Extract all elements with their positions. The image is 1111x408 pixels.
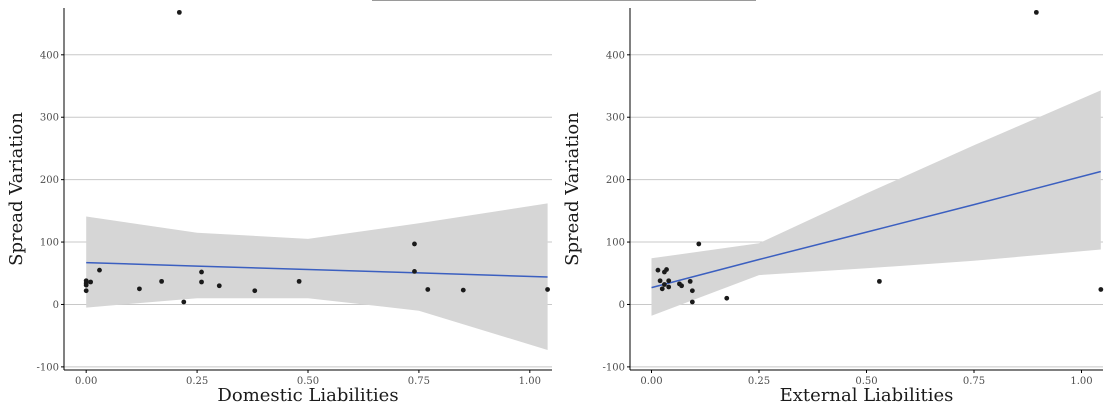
data-point [412, 241, 417, 247]
y-tick-label: 400 [40, 50, 59, 61]
data-point [199, 279, 204, 285]
confidence-ribbon-layer [651, 90, 1101, 316]
y-tick-label: -100 [37, 362, 59, 373]
data-point [252, 288, 258, 294]
x-tick-label: 1.00 [519, 376, 541, 387]
data-point [460, 287, 466, 293]
y-tick-label: 300 [40, 113, 59, 124]
data-point [97, 267, 102, 273]
chart-external-liabilities: -100 0 100 200 300 400 0.00 0.25 0.50 0.75 1.00 Ex… [562, 8, 1104, 406]
point-layer [655, 9, 1104, 305]
fit-line-layer [86, 261, 548, 278]
y-tick-label: 0 [619, 300, 625, 311]
x-tick-label: 0.75 [408, 376, 430, 387]
data-point [689, 288, 695, 294]
data-point [216, 283, 222, 289]
label-layer: -100 0 100 200 300 400 0.00 0.25 0.50 0.75 1.00 [603, 50, 1093, 387]
y-tick-label: 100 [606, 238, 625, 249]
data-point [687, 278, 693, 284]
regression-line [86, 261, 548, 278]
x-tick-label: 0.50 [855, 376, 877, 387]
data-point [689, 299, 695, 305]
data-point [83, 288, 89, 294]
y-tick-label: 200 [40, 175, 59, 186]
x-tick-label: 0.75 [963, 376, 985, 387]
data-point [655, 267, 661, 273]
axis-layer [61, 8, 552, 373]
data-point [877, 278, 882, 284]
data-point [412, 268, 417, 274]
data-point [657, 278, 663, 284]
data-point [662, 282, 667, 287]
y-tick-label: 300 [606, 113, 625, 124]
data-point [659, 286, 665, 292]
x-tick-label: 0.25 [186, 376, 208, 387]
fit-line-layer [651, 170, 1101, 289]
point-layer [83, 9, 550, 305]
data-point [545, 287, 550, 292]
data-point [664, 267, 669, 272]
data-point [666, 278, 672, 284]
y-tick-label: 200 [606, 175, 625, 186]
x-axis-title: External Liabilities [780, 385, 954, 406]
data-point [696, 241, 702, 247]
data-point [199, 269, 204, 275]
confidence-band [86, 203, 548, 350]
confidence-band [651, 90, 1101, 316]
data-point [679, 283, 684, 289]
data-point [181, 299, 187, 305]
y-tick-label: 0 [53, 300, 59, 311]
top-divider-line [372, 0, 756, 1]
y-tick-label: 100 [40, 238, 59, 249]
data-point [159, 278, 165, 284]
data-point [88, 279, 94, 285]
x-tick-label: 0.50 [297, 376, 319, 387]
confidence-ribbon-layer [86, 203, 548, 350]
y-tick-label: -100 [603, 362, 625, 373]
x-tick-label: 0.25 [748, 376, 770, 387]
axis-layer [627, 8, 1103, 373]
data-point [176, 9, 182, 15]
regression-line [651, 170, 1101, 289]
x-tick-label: 0.00 [75, 376, 97, 387]
x-tick-label: 1.00 [1070, 376, 1092, 387]
x-tick-label: 0.00 [640, 376, 662, 387]
data-point [1033, 9, 1039, 15]
data-point [296, 278, 302, 284]
data-point [666, 284, 672, 290]
data-point [83, 282, 89, 288]
data-point [1098, 287, 1104, 292]
data-point [425, 287, 431, 292]
data-point [137, 286, 142, 292]
chart-domestic-liabilities: -100 0 100 200 300 400 0.00 0.25 0.50 0.75 1.00 Do… [6, 8, 552, 406]
y-axis-title: Spread Variation [6, 112, 27, 266]
y-tick-label: 400 [606, 50, 625, 61]
x-axis-title: Domestic Liabilities [217, 385, 398, 406]
data-point [724, 295, 730, 301]
y-axis-title: Spread Variation [562, 112, 583, 266]
label-layer: -100 0 100 200 300 400 0.00 0.25 0.50 0.75 1.00 [37, 50, 541, 387]
